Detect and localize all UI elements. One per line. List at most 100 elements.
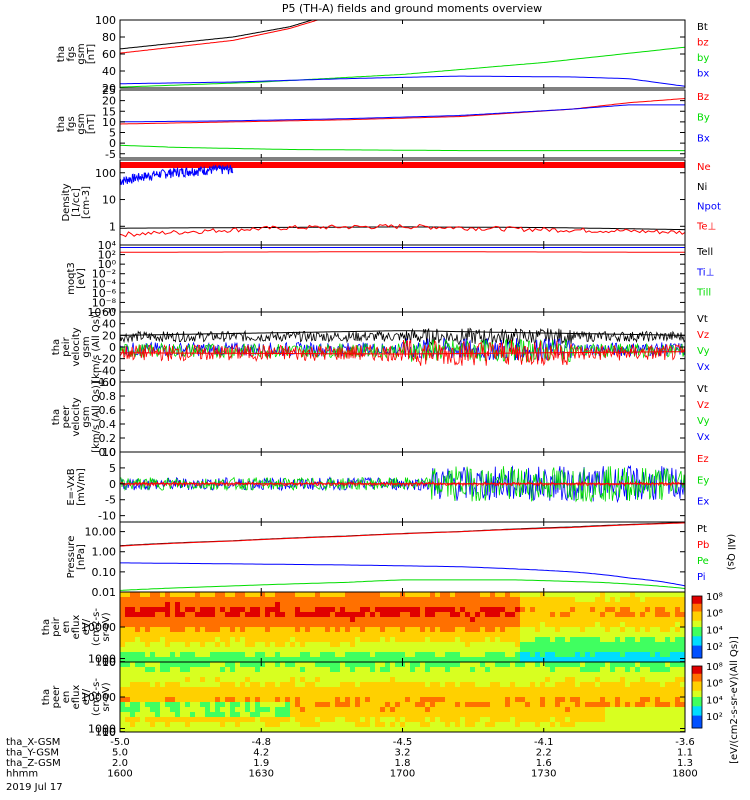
spectrogram-cell <box>450 667 456 673</box>
spectrogram-cell <box>280 592 286 598</box>
spectrogram-cell <box>500 612 506 618</box>
spectrogram-cell <box>530 607 536 613</box>
spectrogram-cell <box>280 642 286 648</box>
spectrogram-cell <box>465 682 471 688</box>
spectrogram-cell <box>300 607 306 613</box>
spectrogram-cell <box>355 627 361 633</box>
spectrogram-cell <box>435 727 441 733</box>
spectrogram-cell <box>580 717 586 723</box>
spectrogram-cell <box>605 612 611 618</box>
spectrogram-cell <box>125 597 131 603</box>
spectrogram-cell <box>665 727 671 733</box>
spectrogram-cell <box>485 642 491 648</box>
spectrogram-cell <box>490 647 496 653</box>
spectrogram-cell <box>350 637 356 643</box>
spectrogram-cell <box>395 617 401 623</box>
spectrogram-cell <box>460 727 466 733</box>
spectrogram-cell <box>425 642 431 648</box>
spectrogram-cell <box>605 597 611 603</box>
spectrogram-cell <box>650 712 656 718</box>
spectrogram-cell <box>120 662 126 668</box>
spectrogram-cell <box>655 677 661 683</box>
spectrogram-cell <box>600 662 606 668</box>
spectrogram-cell <box>590 697 596 703</box>
spectrogram-cell <box>670 702 676 708</box>
spectrogram-cell <box>190 652 196 658</box>
spectrogram-cell <box>620 697 626 703</box>
y-axis-label-line: gsm <box>76 113 87 134</box>
spectrogram-cell <box>320 667 326 673</box>
panel-frame <box>119 521 686 593</box>
spectrogram-cell <box>415 602 421 608</box>
spectrogram-cell <box>675 662 681 668</box>
spectrogram-cell <box>190 647 196 653</box>
spectrogram-cell <box>325 637 331 643</box>
spectrogram-cell <box>535 677 541 683</box>
spectrogram-cell <box>255 702 261 708</box>
spectrogram-cell <box>525 612 531 618</box>
spectrogram-cell <box>450 712 456 718</box>
spectrogram-cell <box>495 612 501 618</box>
spectrogram-cell <box>680 667 686 673</box>
spectrogram-cell <box>275 727 281 733</box>
spectrogram-cell <box>215 622 221 628</box>
spectrogram-cell <box>305 717 311 723</box>
spectrogram-cell <box>360 657 366 663</box>
spectrogram-cell <box>415 627 421 633</box>
spectrogram-cell <box>290 597 296 603</box>
spectrogram-cell <box>440 722 446 728</box>
spectrogram-cell <box>535 692 541 698</box>
spectrogram-cell <box>385 642 391 648</box>
spectrogram-cell <box>195 592 201 598</box>
spectrogram-cell <box>410 592 416 598</box>
colorbar-cell <box>692 631 702 634</box>
spectrogram-cell <box>120 692 126 698</box>
spectrogram-cell <box>665 717 671 723</box>
spectrogram-cell <box>635 692 641 698</box>
spectrogram-cell <box>315 722 321 728</box>
spectrogram-cell <box>515 657 521 663</box>
spectrogram-cell <box>330 602 336 608</box>
colorbar-cell <box>692 703 702 706</box>
spectrogram-cell <box>565 612 571 618</box>
spectrogram-cell <box>560 692 566 698</box>
spectrogram-cell <box>395 687 401 693</box>
spectrogram-cell <box>260 702 266 708</box>
spectrogram-cell <box>480 592 486 598</box>
spectrogram-cell <box>545 722 551 728</box>
spectrogram-cell <box>180 602 186 608</box>
spectrogram-cell <box>155 727 161 733</box>
spectrogram-cell <box>645 712 651 718</box>
spectrogram-cell <box>650 677 656 683</box>
spectrogram-cell <box>515 717 521 723</box>
spectrogram-cell <box>165 727 171 733</box>
y-axis-label-line: gsm <box>76 43 87 64</box>
spectrogram-cell <box>675 687 681 693</box>
spectrogram-cell <box>455 672 461 678</box>
spectrogram-cell <box>240 647 246 653</box>
spectrogram-cell <box>165 722 171 728</box>
y-tick-label: 60 <box>102 306 116 319</box>
spectrogram-cell <box>280 722 286 728</box>
spectrogram-cell <box>420 677 426 683</box>
colorbar-tick-label: 10² <box>706 642 723 653</box>
spectrogram-cell <box>520 682 526 688</box>
spectrogram-cell <box>225 702 231 708</box>
spectrogram-cell <box>335 612 341 618</box>
spectrogram-cell <box>170 652 176 658</box>
spectrogram-cell <box>290 717 296 723</box>
spectrogram-cell <box>210 727 216 733</box>
spectrogram-cell <box>445 702 451 708</box>
spectrogram-cell <box>235 597 241 603</box>
spectrogram-cell <box>130 712 136 718</box>
spectrogram-cell <box>200 717 206 723</box>
spectrogram-cell <box>575 662 581 668</box>
spectrogram-cell <box>595 657 601 663</box>
spectrogram-cell <box>595 637 601 643</box>
spectrogram-cell <box>585 602 591 608</box>
spectrogram-cell <box>635 707 641 713</box>
spectrogram-cell <box>375 697 381 703</box>
spectrogram-cell <box>300 722 306 728</box>
spectrogram-cell <box>200 677 206 683</box>
colorbar-cell <box>692 695 702 698</box>
